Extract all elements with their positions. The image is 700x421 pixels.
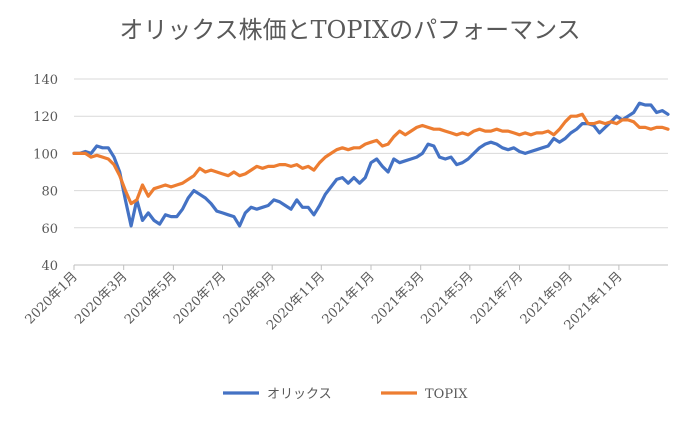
y-tick-label: 60	[41, 222, 58, 237]
y-tick-label: 100	[33, 147, 58, 162]
x-tick-label: 2021年5月	[418, 269, 476, 327]
x-axis-ticks: 2020年1月2020年3月2020年5月2020年7月2020年9月2020年…	[23, 265, 626, 333]
y-tick-label: 140	[33, 73, 58, 88]
grid-lines	[74, 78, 668, 266]
chart-title: オリックス株価とTOPIXのパフォーマンス	[119, 16, 580, 44]
x-tick-label: 2020年7月	[171, 269, 229, 327]
legend-label: オリックス	[267, 387, 332, 402]
y-tick-label: 80	[41, 185, 58, 200]
x-tick-label: 2021年1月	[320, 269, 378, 327]
y-axis-ticks: 40 60 80 100 120 140	[33, 73, 58, 274]
x-tick-label: 2021年7月	[468, 269, 526, 327]
x-tick-label: 2021年3月	[369, 269, 427, 327]
y-tick-label: 120	[33, 110, 58, 125]
series-lines	[72, 101, 670, 228]
legend-label: TOPIX	[425, 387, 468, 402]
x-tick-label: 2020年3月	[72, 269, 130, 327]
series-line-0	[72, 101, 670, 228]
legend: オリックス TOPIX	[223, 387, 468, 402]
series-line-1	[72, 112, 670, 206]
y-tick-label: 40	[41, 259, 58, 274]
x-tick-label: 2020年1月	[23, 269, 81, 327]
x-tick-label: 2020年5月	[122, 269, 180, 327]
